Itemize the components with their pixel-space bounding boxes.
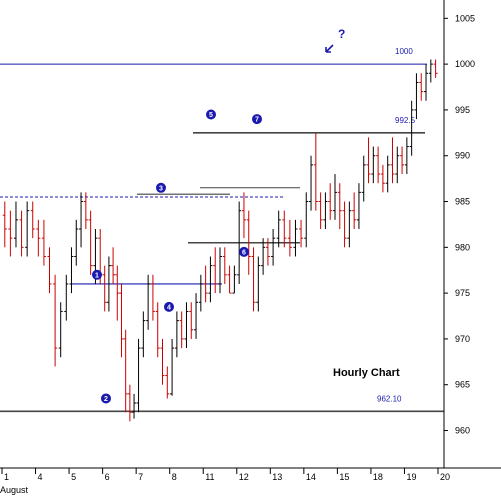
x-tick-label: 4: [38, 472, 43, 482]
x-tick-label: 7: [138, 472, 143, 482]
x-tick-label: 6: [105, 472, 110, 482]
x-tick-label: 13: [272, 472, 282, 482]
pivot-marker-label: 5: [209, 112, 213, 119]
x-axis-month: August: [0, 485, 29, 495]
x-tick-label: 14: [306, 472, 316, 482]
pivot-marker-label: 1: [95, 272, 99, 279]
y-tick-label: 965: [455, 380, 470, 390]
pivot-marker-label: 7: [255, 117, 259, 124]
y-tick-label: 985: [455, 197, 470, 207]
pivot-marker: [164, 301, 174, 312]
pivot-marker-label: 6: [242, 249, 246, 256]
y-tick-label: 1005: [455, 13, 475, 23]
y-tick-label: 970: [455, 334, 470, 344]
y-tick-label: 980: [455, 242, 470, 252]
x-tick-label: 8: [172, 472, 177, 482]
pivot-marker: [156, 182, 166, 193]
level-label: 1000: [395, 47, 413, 56]
level-label: 962.10: [377, 394, 402, 403]
y-tick-label: 1000: [455, 59, 475, 69]
pivot-marker: [252, 114, 262, 125]
pivot-marker: [239, 246, 249, 257]
pivot-marker: [92, 269, 102, 280]
chart-title: Hourly Chart: [333, 367, 400, 379]
y-tick-label: 960: [455, 426, 470, 436]
x-tick-label: 18: [373, 472, 383, 482]
level-label: 992.5: [395, 116, 416, 125]
y-tick-label: 990: [455, 151, 470, 161]
y-tick-label: 975: [455, 288, 470, 298]
x-tick-label: 5: [71, 472, 76, 482]
x-tick-label: 20: [440, 472, 450, 482]
pivot-marker-label: 4: [167, 304, 171, 311]
pivot-marker: [101, 393, 111, 404]
x-tick-label: 1: [4, 472, 9, 482]
question-mark: ?: [338, 27, 345, 41]
pivot-marker-label: 2: [104, 396, 108, 403]
y-tick-label: 995: [455, 105, 470, 115]
x-tick-label: 15: [339, 472, 349, 482]
x-tick-label: 12: [239, 472, 249, 482]
x-tick-label: 19: [406, 472, 416, 482]
pivot-marker: [206, 109, 216, 120]
x-tick-label: 11: [205, 472, 214, 482]
pivot-marker-label: 3: [159, 185, 163, 192]
arrow-icon: [325, 44, 334, 53]
